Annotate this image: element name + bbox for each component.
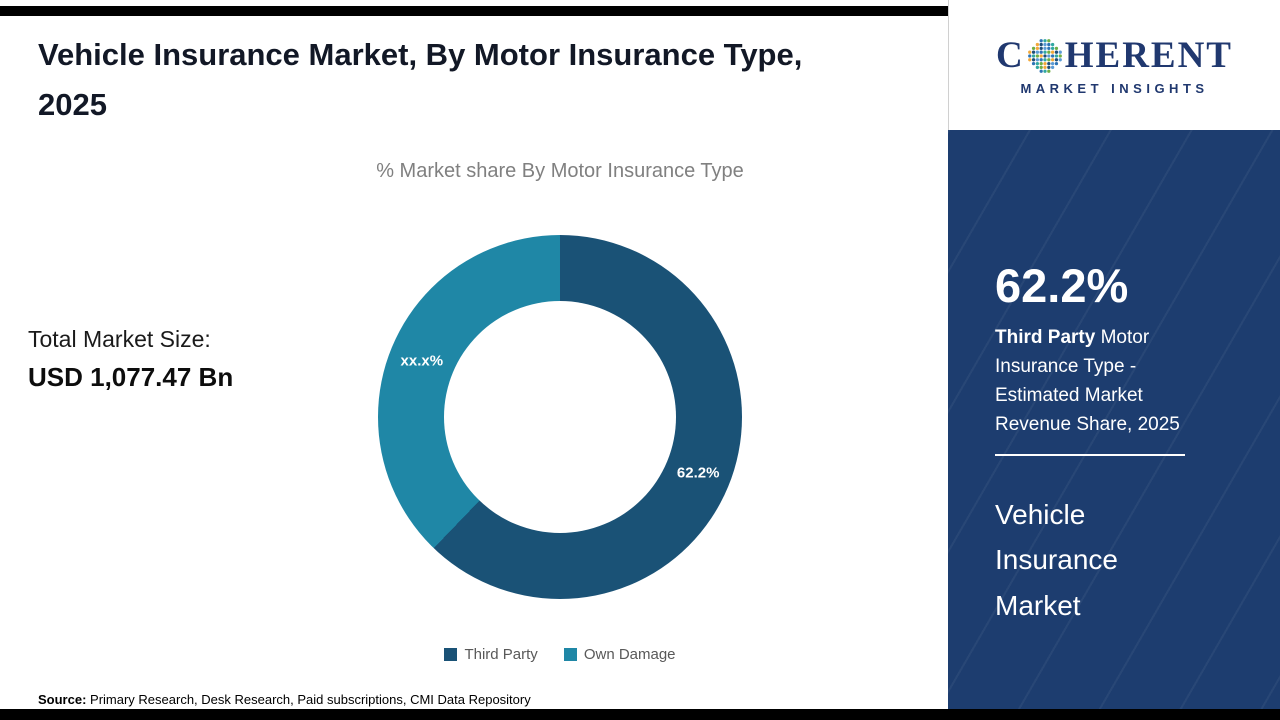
page-title: Vehicle Insurance Market, By Motor Insur…	[38, 37, 803, 122]
total-market-value: USD 1,077.47 Bn	[28, 362, 234, 392]
logo-wordmark: C HERENT	[996, 34, 1233, 77]
chart-legend: Third Party Own Damage	[190, 646, 930, 663]
sidebar-description-rest: Motor Insurance Type - Estimated Market …	[995, 327, 1180, 435]
logo-area: C HERENT MARKET INSIGHTS	[948, 0, 1280, 130]
legend-label: Own Damage	[583, 646, 676, 663]
sidebar-panel: 62.2% Third Party Motor Insurance Type -…	[948, 130, 1280, 709]
legend-item: Third Party	[444, 646, 538, 663]
globe-icon	[1027, 38, 1062, 73]
sidebar-description-bold: Third Party	[995, 327, 1096, 348]
slice-label: xx.x%	[400, 352, 444, 370]
source-line: Source: Primary Research, Desk Research,…	[38, 692, 531, 707]
slice-label: 62.2%	[676, 464, 720, 482]
chart-subtitle: % Market share By Motor Insurance Type	[376, 160, 744, 182]
top-bar	[0, 6, 948, 16]
sidebar-description: Third Party Motor Insurance Type - Estim…	[995, 324, 1213, 440]
legend-label: Third Party	[464, 646, 538, 663]
source-text: Primary Research, Desk Research, Paid su…	[86, 692, 531, 707]
total-market-label: Total Market Size:	[28, 326, 211, 352]
legend-swatch	[563, 648, 577, 661]
source-label: Source:	[38, 692, 87, 707]
sidebar-market-name: Vehicle Insurance Market	[995, 499, 1118, 621]
donut-hole	[444, 301, 676, 533]
logo-letters-rest: HERENT	[1064, 35, 1233, 76]
logo-subtitle: MARKET INSIGHTS	[1020, 81, 1209, 96]
legend-swatch	[444, 648, 458, 661]
logo-letter-c: C	[996, 35, 1025, 76]
bottom-bar	[0, 709, 1280, 720]
sidebar-divider	[995, 454, 1185, 456]
sidebar-stat: 62.2%	[995, 259, 1129, 312]
legend-item: Own Damage	[563, 646, 676, 663]
donut-chart: 62.2% xx.x%	[378, 235, 742, 599]
